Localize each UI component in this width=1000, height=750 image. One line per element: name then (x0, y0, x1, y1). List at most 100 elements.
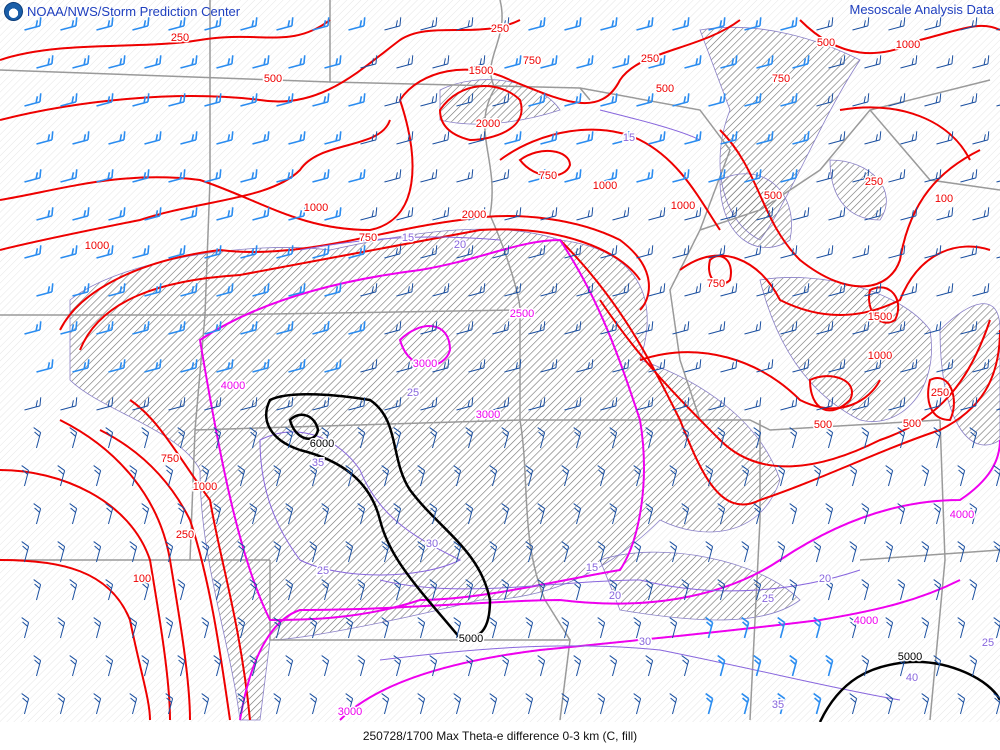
wind-barb-icon (252, 131, 270, 145)
wind-barb-icon (789, 503, 798, 525)
wind-barb-icon (96, 245, 114, 259)
black-contours (265, 393, 1000, 722)
wind-barb-icon (669, 541, 678, 563)
wind-barb-icon (60, 17, 78, 31)
wind-barb-icon (789, 579, 798, 601)
wind-barb-icon (921, 465, 930, 487)
wind-barb-icon (345, 693, 354, 715)
wind-barb-icon (849, 541, 858, 563)
wind-barb-icon (720, 55, 738, 69)
black-contour-label: 6000 (310, 438, 334, 450)
wind-barb-icon (429, 427, 438, 449)
wind-barb-icon (357, 503, 366, 525)
wind-barb-icon (933, 655, 942, 677)
wind-barb-icon (780, 17, 798, 31)
wind-barb-icon (504, 207, 522, 221)
wind-barb-icon (933, 579, 942, 601)
wind-barb-icon (216, 283, 234, 297)
wind-barb-icon (360, 283, 378, 297)
wind-barb-icon (420, 93, 438, 107)
wind-barb-icon (420, 245, 438, 259)
wind-barb-icon (168, 17, 186, 31)
wind-barb-icon (180, 131, 198, 145)
wind-barb-icon (468, 131, 486, 145)
wind-barb-icon (165, 465, 174, 487)
magenta-contour-label: 4000 (950, 509, 974, 521)
wind-barb-icon (816, 321, 834, 335)
wind-barb-icon (813, 541, 822, 563)
wind-barb-icon (960, 397, 978, 411)
wind-barb-icon (936, 207, 954, 221)
wind-barb-icon (681, 579, 690, 601)
red-contour-label: 750 (707, 278, 725, 290)
wind-barb-icon (924, 321, 942, 335)
wind-barb-icon (684, 359, 702, 373)
wind-barb-icon (456, 93, 474, 107)
wind-barb-icon (561, 693, 570, 715)
wind-barb-icon (33, 579, 42, 601)
wind-barb-icon (525, 541, 534, 563)
red-contour-label: 2000 (476, 118, 500, 130)
header-left: NOAA/NWS/Storm Prediction Center (4, 1, 240, 21)
magenta-contour-label: 3000 (338, 706, 362, 718)
wind-barb-icon (429, 503, 438, 525)
wind-barb-icon (537, 655, 546, 677)
wind-barb-icon (648, 359, 666, 373)
wind-barb-icon (108, 131, 126, 145)
wind-barb-icon (72, 283, 90, 297)
wind-barb-icon (861, 427, 870, 449)
wind-barb-icon (969, 579, 978, 601)
wind-barb-icon (237, 617, 246, 639)
wind-barb-icon (576, 359, 594, 373)
noaa-logo-icon (4, 1, 23, 21)
purple-contour-label: 30 (426, 538, 438, 550)
wind-barb-icon (828, 359, 846, 373)
wind-barb-icon (393, 503, 402, 525)
wind-barb-icon (96, 17, 114, 31)
wind-barb-icon (312, 17, 330, 31)
magenta-contour-label: 3000 (476, 409, 500, 421)
wind-barb-icon (672, 321, 690, 335)
purple-contour-label: 35 (772, 699, 784, 711)
wind-barb-icon (636, 169, 654, 183)
wind-barb-icon (828, 207, 846, 221)
red-contour-label: 1000 (896, 39, 920, 51)
wind-barb-icon (168, 245, 186, 259)
wind-barb-icon (705, 541, 714, 563)
wind-barb-icon (396, 131, 414, 145)
wind-barb-icon (432, 283, 450, 297)
wind-barb-icon (72, 207, 90, 221)
wind-barb-icon (669, 693, 678, 715)
wind-barb-icon (537, 427, 546, 449)
wind-barb-icon (636, 17, 654, 31)
wind-barb-icon (936, 359, 954, 373)
wind-barb-icon (393, 655, 402, 677)
red-contour-label: 500 (656, 83, 674, 95)
wind-barb-icon (321, 579, 330, 601)
wind-barb-icon (36, 131, 54, 145)
wind-barb-icon (684, 55, 702, 69)
wind-barb-icon (216, 207, 234, 221)
contour-labels: 250 500 1500 750 250 250 500 750 500 1000 2000 750 1… (83, 22, 995, 720)
wind-barb-icon (900, 207, 918, 221)
wind-barb-icon (72, 55, 90, 69)
wind-barb-icon (672, 17, 690, 31)
wind-barb-icon (492, 245, 510, 259)
wind-barb-icon (528, 321, 546, 335)
wind-barb-icon (525, 693, 534, 715)
wind-barb-icon (576, 55, 594, 69)
wind-barb-icon (132, 169, 150, 183)
wind-barb-icon (780, 397, 798, 411)
wind-barb-icon (201, 693, 210, 715)
wind-barb-icon (345, 617, 354, 639)
wind-barb-icon (180, 207, 198, 221)
red-contour-label: 750 (523, 55, 541, 67)
wind-barb-icon (36, 283, 54, 297)
wind-barb-icon (288, 359, 306, 373)
wind-barb-icon (180, 283, 198, 297)
wind-barb-icon (105, 503, 114, 525)
wind-barb-icon (324, 283, 342, 297)
wind-barb-icon (393, 427, 402, 449)
wind-barb-icon (885, 617, 894, 639)
wind-barb-icon (897, 579, 906, 601)
